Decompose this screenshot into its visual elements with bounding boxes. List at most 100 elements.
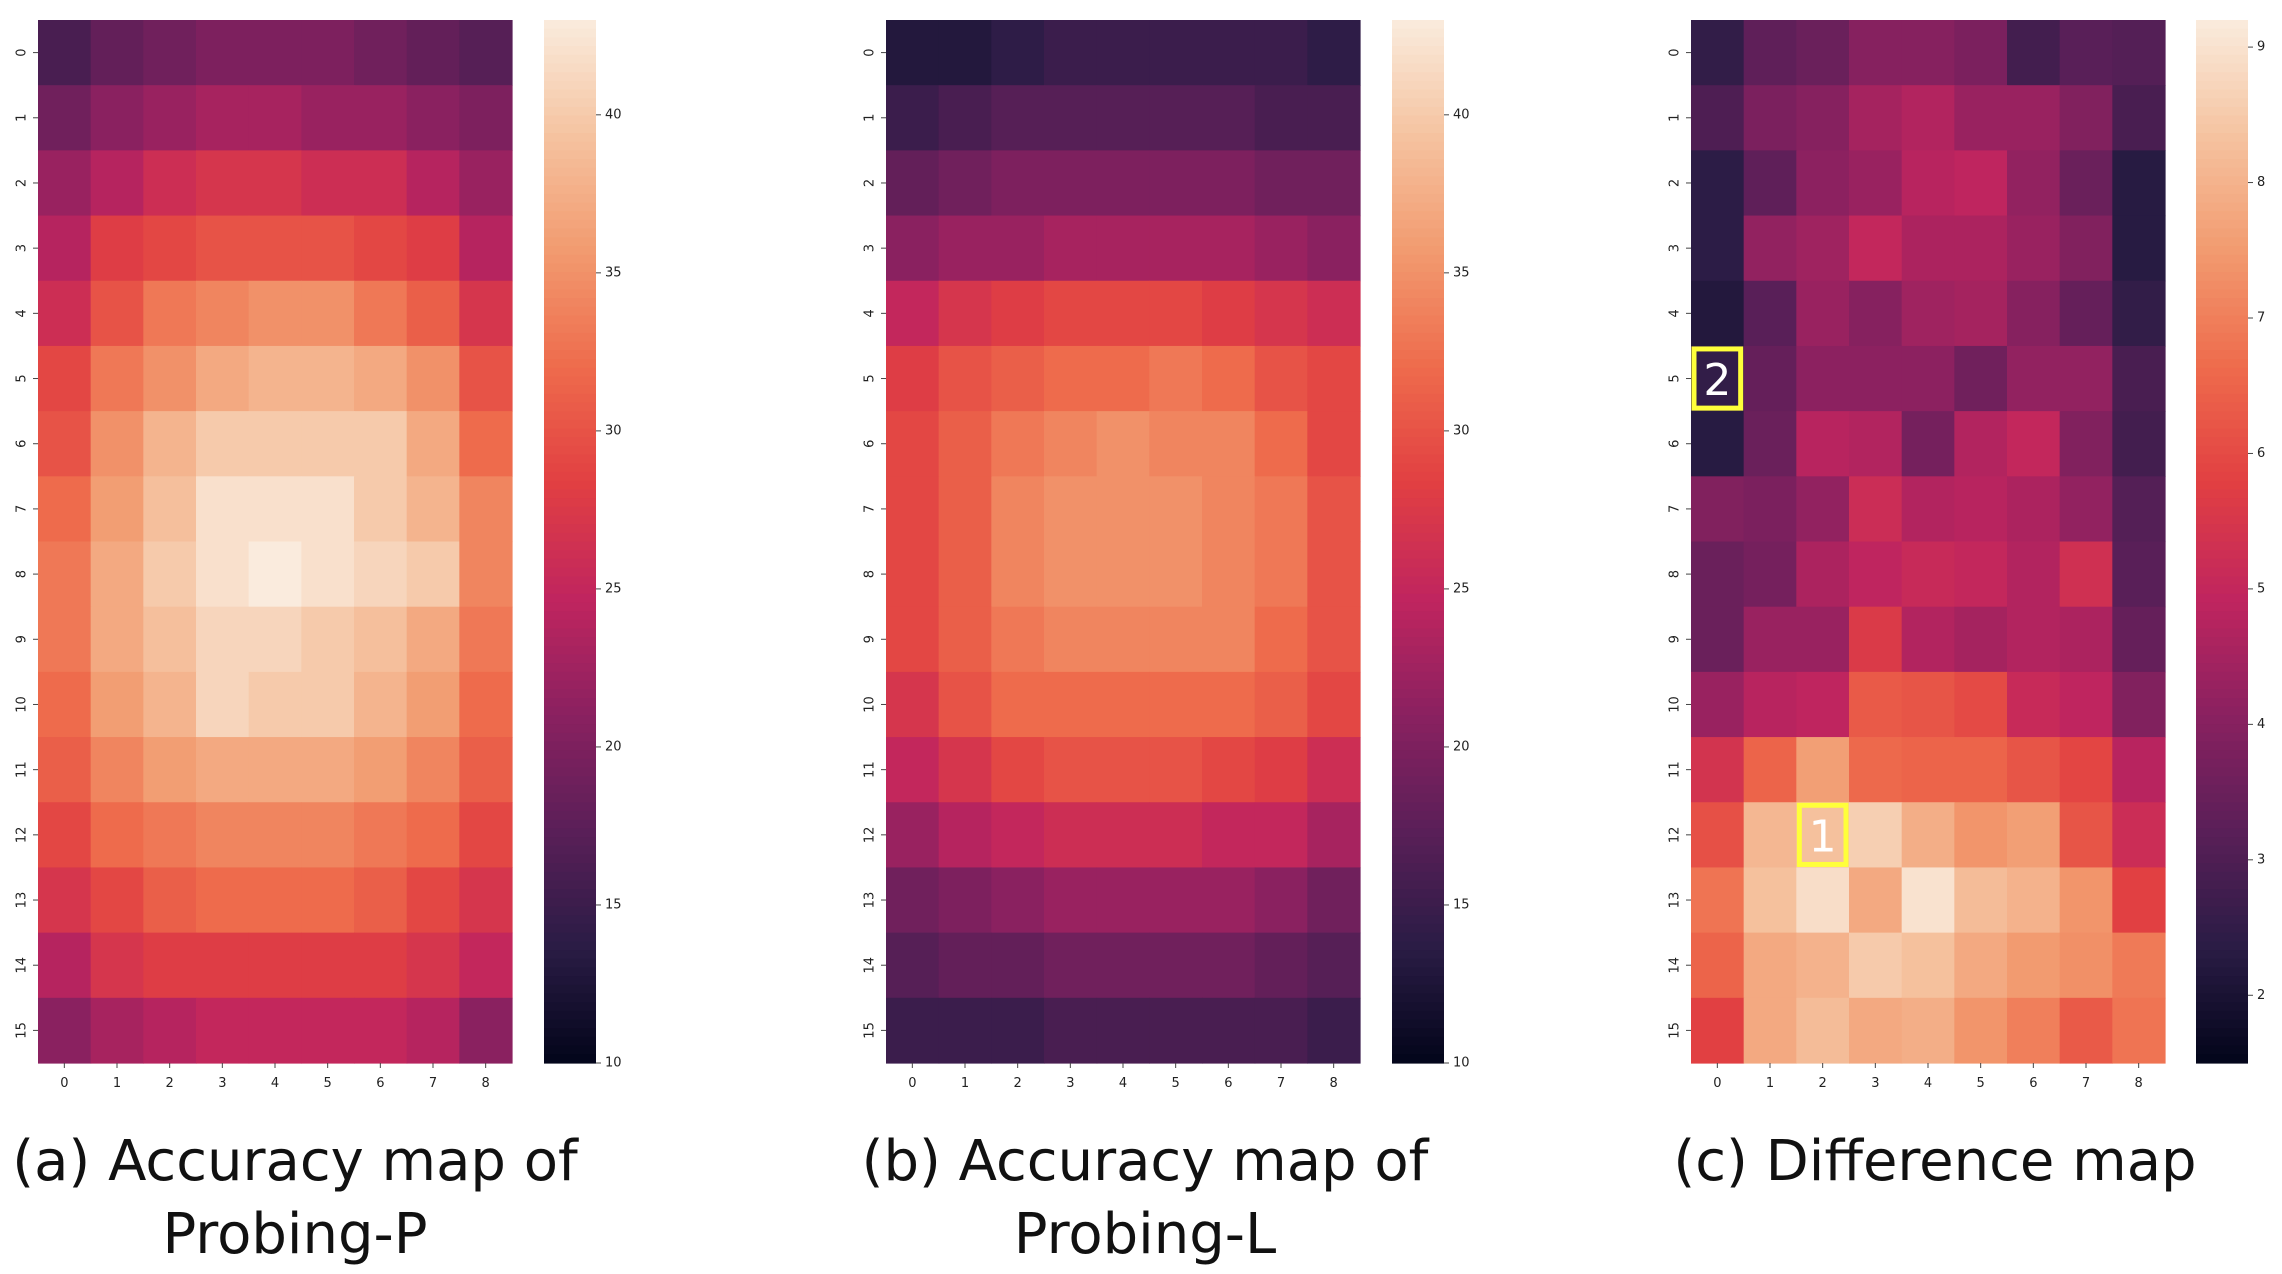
colorbar-segment: [544, 80, 596, 91]
colorbar-segment: [544, 411, 596, 421]
heatmap-cell: [1202, 737, 1256, 803]
colorbar-segment: [1392, 524, 1444, 534]
heatmap-cell: [1307, 541, 1361, 608]
heatmap-cell: [38, 20, 92, 86]
heatmap-cell: [1691, 867, 1745, 934]
heatmap-cell: [459, 85, 513, 151]
heatmap-cell: [1954, 802, 2008, 869]
colorbar-segment: [1392, 576, 1444, 586]
colorbar-segment: [2196, 810, 2248, 821]
colorbar-segment: [544, 480, 596, 490]
colorbar-segment: [544, 506, 596, 517]
y-tick-label: 14: [863, 957, 878, 974]
heatmap-cell: [38, 867, 92, 934]
colorbar-segment: [544, 941, 596, 951]
colorbar-segment: [1392, 298, 1444, 308]
heatmap-cell: [938, 932, 992, 999]
y-tick-label: 12: [1668, 827, 1683, 844]
colorbar-segment: [2196, 367, 2248, 377]
colorbar-segment: [2196, 272, 2248, 282]
colorbar-segment: [2196, 237, 2248, 247]
colorbar-segment: [544, 1028, 596, 1038]
y-tick-label: 9: [15, 635, 30, 643]
heatmap-cell: [1901, 20, 1955, 86]
colorbar-segment: [1392, 1028, 1444, 1038]
heatmap-cell: [459, 411, 513, 477]
heatmap-cell: [143, 411, 197, 477]
colorbar-segment: [544, 1045, 596, 1055]
colorbar-segment: [2196, 506, 2248, 517]
heatmap-cell: [1307, 671, 1361, 738]
colorbar-segment: [544, 489, 596, 499]
colorbar-segment: [544, 541, 596, 551]
heatmap-cell: [406, 541, 460, 608]
heatmap-cell: [2059, 411, 2113, 477]
heatmap-cell: [301, 280, 355, 347]
heatmap-cell: [143, 932, 197, 999]
heatmap-cell: [90, 932, 144, 999]
colorbar-segment: [2196, 915, 2248, 925]
heatmap-cell: [2059, 215, 2113, 282]
colorbar-segment: [1392, 306, 1444, 317]
heatmap-cell: [406, 606, 460, 673]
colorbar-segment: [1392, 480, 1444, 490]
heatmap-cell: [1691, 541, 1745, 608]
heatmap-cell: [991, 802, 1045, 869]
heatmap-cell: [459, 802, 513, 869]
heatmap-cell: [1149, 411, 1203, 477]
colorbar-segment: [1392, 37, 1444, 47]
heatmap-cell: [1691, 215, 1745, 282]
colorbar-segment: [2196, 697, 2248, 708]
colorbar-segment: [1392, 532, 1444, 543]
y-tick-label: 8: [15, 570, 30, 578]
colorbar-segment: [2196, 645, 2248, 656]
heatmap-cell: [1901, 606, 1955, 673]
colorbar-segment: [2196, 984, 2248, 995]
heatmap-cell: [301, 997, 355, 1064]
colorbar-segment: [2196, 776, 2248, 786]
heatmap-cell: [1954, 476, 2008, 543]
colorbar-segment: [1392, 1019, 1444, 1029]
y-tick-label: 1: [15, 114, 30, 122]
colorbar-segment: [544, 402, 596, 412]
x-tick-label: 4: [1119, 1076, 1127, 1091]
heatmap-cell: [1044, 150, 1098, 217]
colorbar-segment: [1392, 237, 1444, 247]
heatmap-cell: [143, 345, 197, 412]
heatmap-cell: [2059, 671, 2113, 738]
colorbar-segment: [1392, 263, 1444, 273]
heatmap-cell: [1149, 541, 1203, 608]
heatmap-cell: [1796, 867, 1850, 934]
colorbar-segment: [2196, 967, 2248, 977]
colorbar-segment: [2196, 602, 2248, 612]
colorbar-segment: [1392, 454, 1444, 464]
colorbar-segment: [544, 437, 596, 447]
colorbar-segment: [1392, 758, 1444, 769]
colorbar-segment: [1392, 437, 1444, 447]
x-tick-label: 4: [1924, 1076, 1932, 1091]
heatmap-cell: [1901, 802, 1955, 869]
colorbar-segment: [1392, 376, 1444, 386]
colorbar-segment: [544, 428, 596, 438]
colorbar-segment: [2196, 923, 2248, 934]
heatmap-cell: [2112, 737, 2166, 803]
colorbar-segment: [2196, 993, 2248, 1003]
heatmap-cell: [1044, 476, 1098, 543]
colorbar-segment: [2196, 1019, 2248, 1029]
colorbar-segment: [544, 889, 596, 899]
colorbar-tick-label: 30: [605, 423, 622, 438]
colorbar-segment: [1392, 750, 1444, 760]
y-tick-label: 12: [863, 827, 878, 844]
colorbar-segment: [2196, 315, 2248, 325]
heatmap-cell: [2059, 280, 2113, 347]
heatmap-cell: [1149, 280, 1203, 347]
heatmap-cell: [90, 85, 144, 151]
heatmap-cell: [1901, 932, 1955, 999]
heatmap-cell: [1254, 150, 1308, 217]
colorbar-segment: [2196, 37, 2248, 47]
colorbar-segment: [1392, 228, 1444, 238]
colorbar-segment: [544, 915, 596, 925]
heatmap-cell: [938, 150, 992, 217]
heatmap-cell: [1254, 85, 1308, 151]
heatmap-cell: [38, 345, 92, 412]
